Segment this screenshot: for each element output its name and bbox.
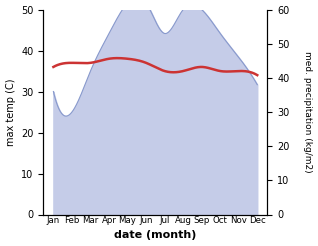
- Y-axis label: med. precipitation (kg/m2): med. precipitation (kg/m2): [303, 51, 313, 173]
- Y-axis label: max temp (C): max temp (C): [5, 78, 16, 146]
- X-axis label: date (month): date (month): [114, 231, 197, 240]
